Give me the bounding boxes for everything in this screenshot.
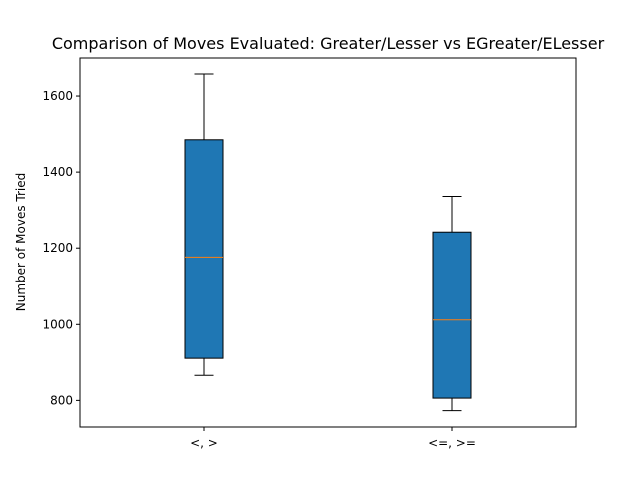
chart-title: Comparison of Moves Evaluated: Greater/L… <box>52 34 605 53</box>
box-1 <box>432 231 472 399</box>
y-tick-label-0: 800 <box>50 393 73 407</box>
plot-area: 800 1000 1200 1400 1600 <, > <=, >= <box>42 73 476 450</box>
y-tick-label-4: 1600 <box>42 89 73 103</box>
x-tick-label-0: <, > <box>190 436 218 450</box>
y-tick-label-1: 1000 <box>42 317 73 331</box>
y-axis-label: Number of Moves Tried <box>14 173 28 311</box>
y-tick-label-2: 1200 <box>42 241 73 255</box>
plot-frame <box>79 57 577 428</box>
box-0 <box>184 139 224 359</box>
x-tick-label-1: <=, >= <box>428 436 476 450</box>
y-tick-label-3: 1400 <box>42 165 73 179</box>
